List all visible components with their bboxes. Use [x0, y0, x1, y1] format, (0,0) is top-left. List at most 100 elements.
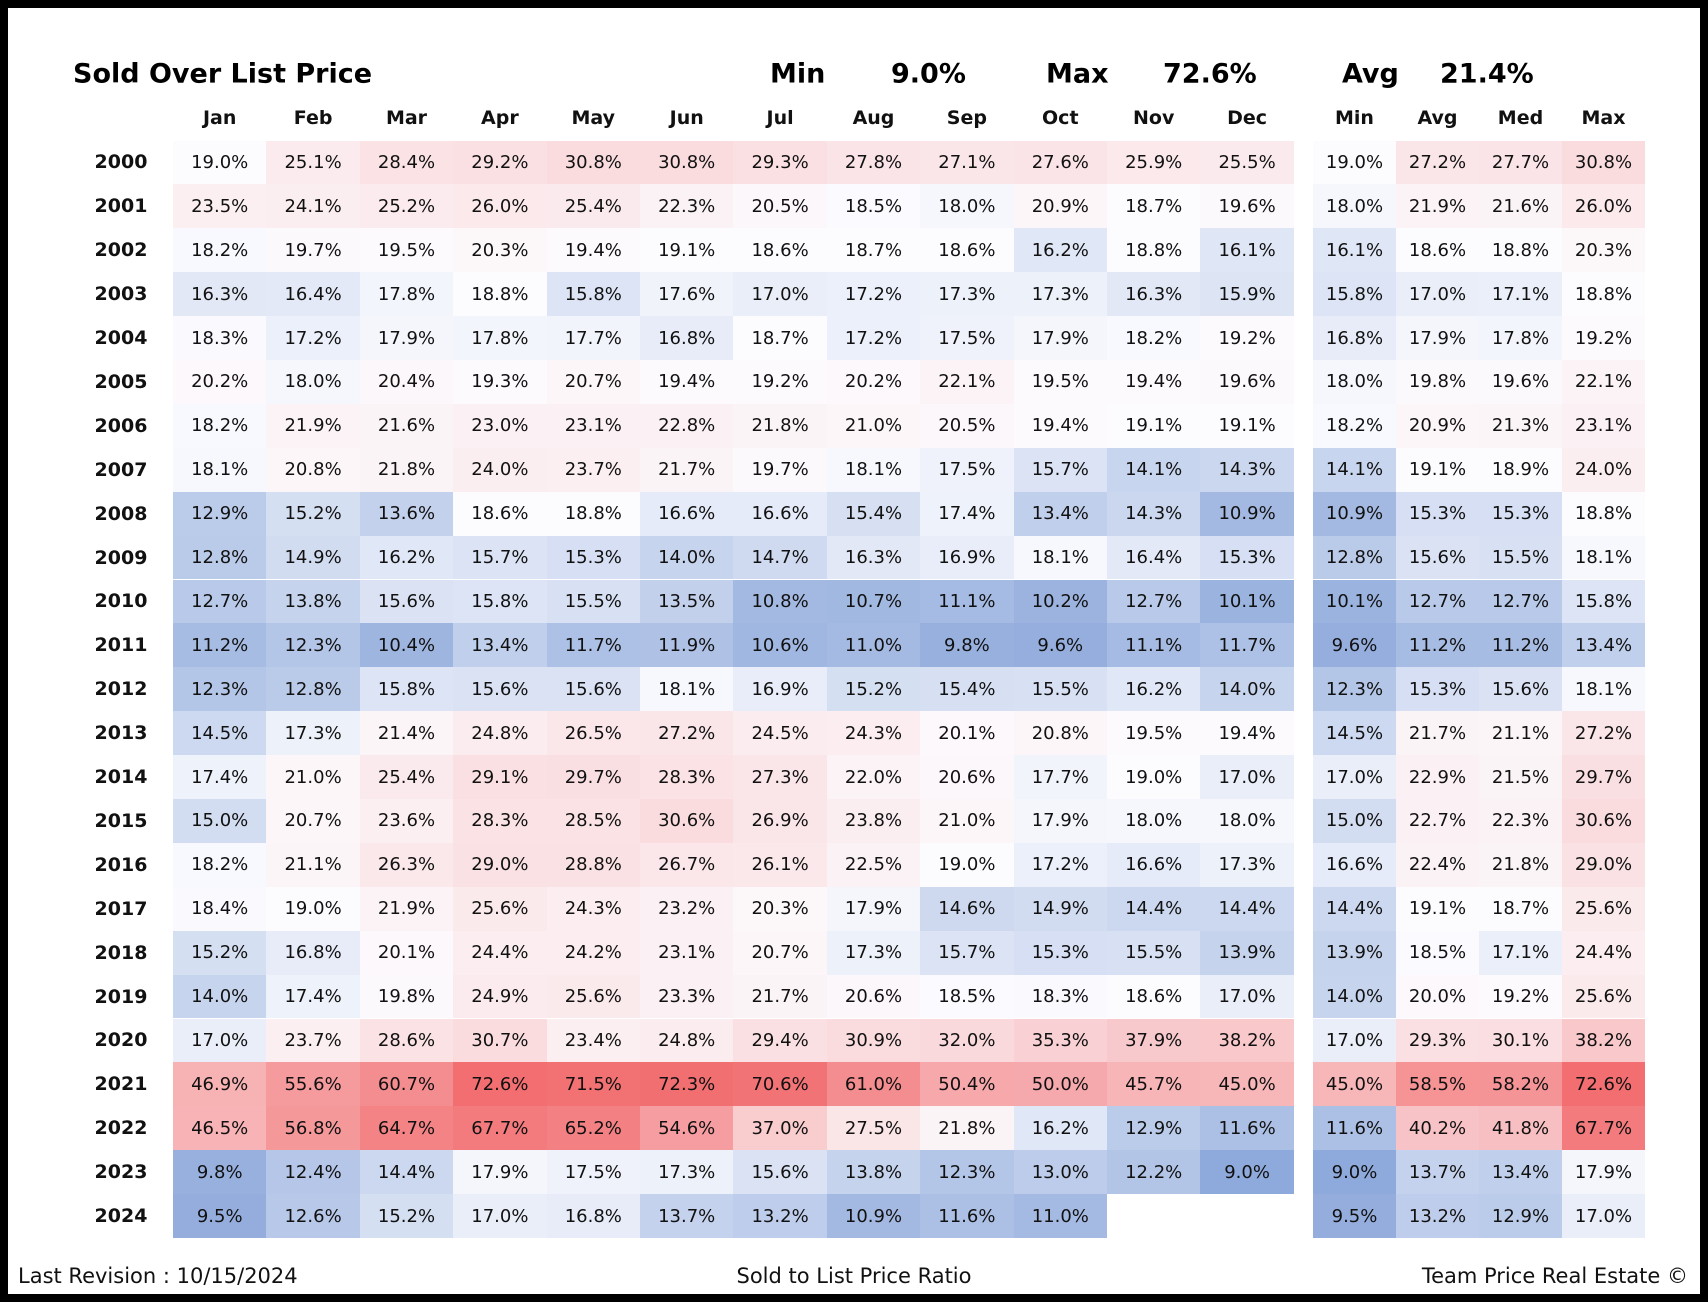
month-cell: 11.0% [1013, 1194, 1107, 1238]
stat-cell: 14.4% [1313, 886, 1396, 931]
month-cell: 11.7% [1200, 623, 1294, 668]
month-cell: 15.6% [733, 1150, 827, 1195]
stat-cell: 12.8% [1313, 535, 1396, 580]
stat-cell: 14.1% [1313, 447, 1396, 492]
month-cell: 12.9% [173, 491, 267, 536]
stat-cell: 15.6% [1479, 667, 1562, 712]
stat-cell: 72.6% [1562, 1062, 1645, 1107]
stat-cell: 17.8% [1479, 316, 1562, 360]
month-cell: 16.3% [173, 272, 267, 317]
month-cell: 27.1% [920, 140, 1014, 185]
month-header: Jun [669, 107, 704, 129]
month-cell: 30.8% [640, 140, 734, 185]
stat-cell: 30.6% [1562, 799, 1645, 843]
page: Sold Over List Price Min 9.0% Max 72.6% … [8, 8, 1700, 1294]
month-cell: 19.0% [1107, 755, 1201, 799]
month-cell: 15.6% [546, 667, 640, 712]
month-cell: 14.4% [1107, 886, 1201, 931]
month-cell: 29.4% [733, 1018, 827, 1063]
month-cell: 15.7% [453, 535, 547, 580]
stat-cell: 20.0% [1396, 974, 1479, 1019]
month-cell: 18.2% [173, 403, 267, 448]
month-cell: 12.7% [173, 579, 267, 624]
month-cell: 17.2% [826, 316, 921, 360]
stat-cell: 12.9% [1479, 1194, 1562, 1238]
stat-cell: 30.1% [1479, 1018, 1562, 1063]
month-cell: 30.7% [453, 1018, 547, 1063]
month-cell: 56.8% [266, 1106, 360, 1151]
stat-cell: 21.1% [1479, 711, 1562, 756]
month-cell: 16.2% [359, 535, 454, 580]
month-cell: 17.7% [1013, 755, 1107, 799]
month-cell: 17.0% [1200, 755, 1294, 799]
year-label: 2012 [94, 678, 148, 701]
year-label: 2004 [94, 327, 148, 350]
month-cell: 16.3% [826, 535, 921, 580]
stat-cell: 12.3% [1313, 667, 1396, 712]
month-header: Jan [202, 107, 237, 129]
month-cell: 22.8% [640, 403, 734, 448]
month-cell: 29.3% [733, 140, 827, 185]
month-cell: 16.8% [546, 1194, 640, 1238]
stat-cell: 14.0% [1313, 974, 1396, 1019]
stat-cell: 21.7% [1396, 711, 1479, 756]
month-cell: 26.5% [546, 711, 640, 756]
stat-cell: 16.8% [1313, 316, 1396, 360]
month-cell: 67.7% [453, 1106, 547, 1151]
month-cell: 17.5% [546, 1150, 640, 1195]
year-label: 2002 [94, 239, 148, 262]
month-cell: 24.9% [453, 974, 547, 1019]
month-cell: 10.9% [1200, 491, 1294, 536]
month-cell: 54.6% [640, 1106, 734, 1151]
month-cell: 17.2% [826, 272, 921, 317]
month-cell: 17.2% [266, 316, 360, 360]
month-cell: 29.7% [546, 755, 640, 799]
month-cell: 10.2% [1013, 579, 1107, 624]
month-cell: 14.9% [1013, 886, 1107, 931]
month-cell: 15.3% [546, 535, 640, 580]
year-label: 2021 [94, 1073, 148, 1096]
month-cell: 17.4% [173, 755, 267, 799]
month-cell: 17.2% [1013, 842, 1107, 887]
stat-cell: 29.3% [1396, 1018, 1479, 1063]
summary-value: 72.6% [1163, 58, 1257, 90]
month-cell: 21.7% [733, 974, 827, 1019]
month-cell: 61.0% [826, 1062, 921, 1107]
month-cell: 23.1% [546, 403, 640, 448]
month-cell: 19.4% [546, 228, 640, 273]
month-cell: 15.8% [359, 667, 454, 712]
year-label: 2008 [94, 502, 148, 525]
stat-cell: 17.9% [1396, 316, 1479, 360]
month-cell: 15.2% [359, 1194, 454, 1238]
month-cell: 15.5% [1013, 667, 1107, 712]
stat-cell: 17.9% [1562, 1150, 1645, 1195]
stat-cell: 18.0% [1313, 360, 1396, 404]
month-cell: 12.6% [266, 1194, 360, 1238]
month-cell: 18.7% [1107, 184, 1201, 229]
stat-cell: 18.6% [1396, 228, 1479, 273]
stat-cell: 26.0% [1562, 184, 1645, 229]
stat-cell: 67.7% [1562, 1106, 1645, 1151]
stat-cell: 27.2% [1396, 140, 1479, 185]
month-cell: 16.8% [640, 316, 734, 360]
stat-cell: 38.2% [1562, 1018, 1645, 1063]
month-cell: 19.1% [640, 228, 734, 273]
month-cell: 20.7% [546, 360, 640, 404]
month-cell: 25.2% [359, 184, 454, 229]
month-cell: 29.2% [453, 140, 547, 185]
month-cell: 64.7% [359, 1106, 454, 1151]
year-label: 2007 [94, 458, 148, 481]
stat-cell: 24.0% [1562, 447, 1645, 492]
month-cell: 17.9% [1013, 316, 1107, 360]
month-cell: 29.0% [453, 842, 547, 887]
month-header: Sep [946, 107, 987, 129]
stat-cell: 19.1% [1396, 447, 1479, 492]
month-cell: 19.0% [920, 842, 1014, 887]
month-cell: 24.8% [640, 1018, 734, 1063]
stat-header: Med [1497, 107, 1544, 129]
month-cell: 23.4% [546, 1018, 640, 1063]
month-cell: 16.9% [733, 667, 827, 712]
month-cell: 10.7% [826, 579, 921, 624]
month-cell: 20.1% [359, 930, 454, 975]
month-cell: 24.2% [546, 930, 640, 975]
